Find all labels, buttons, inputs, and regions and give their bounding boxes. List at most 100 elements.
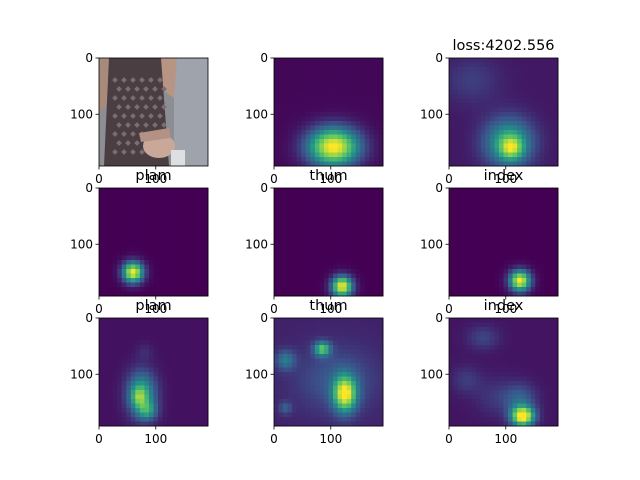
heatmap-cell [287, 269, 293, 274]
heatmap-cell [153, 206, 159, 211]
heatmap-cell [351, 58, 357, 63]
heatmap-cell [189, 228, 195, 234]
heatmap-cell [337, 201, 343, 207]
heatmap-cell [508, 121, 513, 126]
heatmap-cell [489, 125, 495, 131]
heatmap-cell [355, 148, 361, 153]
heatmap-cell [364, 358, 370, 364]
heatmap-cell [517, 112, 523, 117]
heatmap-cell [530, 291, 536, 297]
heatmap-cell [342, 412, 348, 418]
heatmap-cell [176, 399, 182, 404]
heatmap-cell [278, 237, 284, 243]
heatmap-cell [471, 201, 477, 207]
heatmap-cell [548, 385, 554, 391]
heatmap-cell [503, 157, 509, 162]
heatmap-cell [301, 148, 307, 153]
heatmap-cell [508, 242, 513, 247]
heatmap-cell [535, 287, 541, 292]
heatmap-cell [319, 143, 325, 149]
heatmap-cell [494, 273, 500, 279]
heatmap-cell [548, 363, 554, 368]
heatmap-cell [292, 327, 298, 332]
heatmap-cell [373, 121, 379, 126]
heatmap-cell [103, 354, 109, 359]
heatmap-cell [517, 103, 523, 108]
heatmap-cell [517, 403, 523, 409]
heatmap-cell [453, 394, 459, 400]
heatmap-cell [351, 381, 357, 386]
heatmap-cell [521, 206, 527, 211]
heatmap-cell [526, 282, 532, 288]
heatmap-cell [117, 318, 123, 323]
heatmap-cell [314, 318, 320, 323]
heatmap-cell [180, 273, 186, 279]
heatmap-cell [364, 282, 370, 288]
heatmap-cell [503, 206, 509, 211]
heatmap-cell [355, 237, 361, 243]
heatmap-cell [369, 233, 375, 238]
heatmap-cell [135, 421, 141, 427]
heatmap-cell [310, 228, 316, 234]
heatmap-cell [296, 197, 302, 202]
heatmap-cell [139, 322, 145, 328]
heatmap-cell [539, 201, 545, 207]
heatmap-cell [171, 224, 177, 229]
heatmap-cell [342, 282, 348, 288]
heatmap-cell [189, 291, 195, 297]
heatmap-cell [458, 71, 464, 77]
heatmap-cell [287, 287, 293, 292]
heatmap-cell [471, 237, 477, 243]
heatmap-cell [498, 228, 504, 234]
heatmap-cell [521, 399, 527, 404]
heatmap-cell [305, 121, 311, 126]
heatmap-cell [364, 112, 370, 117]
heatmap-cell [319, 385, 325, 391]
heatmap-cell [351, 322, 357, 328]
heatmap-cell [274, 197, 279, 202]
heatmap-cell [296, 94, 302, 99]
heatmap-cell [176, 287, 182, 292]
heatmap-cell [364, 62, 370, 68]
heatmap-cell [360, 264, 366, 270]
heatmap-cell [310, 233, 316, 238]
heatmap-cell [512, 349, 518, 355]
heatmap-cell [185, 201, 191, 207]
heatmap-cell [319, 246, 325, 252]
heatmap-cell [489, 58, 495, 63]
heatmap-cell [203, 331, 209, 337]
heatmap-cell [521, 291, 527, 297]
heatmap-cell [296, 103, 302, 108]
heatmap-cell [305, 224, 311, 229]
heatmap-cell [517, 269, 523, 274]
heatmap-cell [287, 372, 293, 377]
heatmap-cell [458, 116, 464, 122]
heatmap-cell [310, 287, 316, 292]
heatmap-cell [333, 372, 338, 377]
heatmap-cell [453, 363, 459, 368]
heatmap-cell [135, 278, 141, 283]
heatmap-cell [553, 255, 559, 261]
heatmap-cell [471, 390, 477, 395]
heatmap-cell [139, 417, 145, 422]
heatmap-cell [364, 206, 370, 211]
heatmap-cell [480, 421, 486, 427]
heatmap-cell [517, 278, 523, 283]
heatmap-cell [535, 376, 541, 382]
heatmap-cell [112, 363, 118, 368]
heatmap-cell [180, 390, 186, 395]
heatmap-cell [342, 98, 348, 104]
y-tick-label: 0 [85, 311, 93, 325]
heatmap-cell [287, 331, 293, 337]
heatmap-cell [364, 76, 370, 81]
heatmap-cell [148, 417, 154, 422]
heatmap-cell [378, 291, 384, 297]
heatmap-cell [153, 188, 159, 193]
heatmap-cell [287, 251, 293, 256]
heatmap-cell [517, 94, 523, 99]
heatmap-cell [449, 112, 454, 117]
heatmap-cell [373, 327, 379, 332]
heatmap-cell [521, 139, 527, 144]
heatmap-cell [323, 76, 329, 81]
x-tick-label: 0 [95, 302, 103, 316]
